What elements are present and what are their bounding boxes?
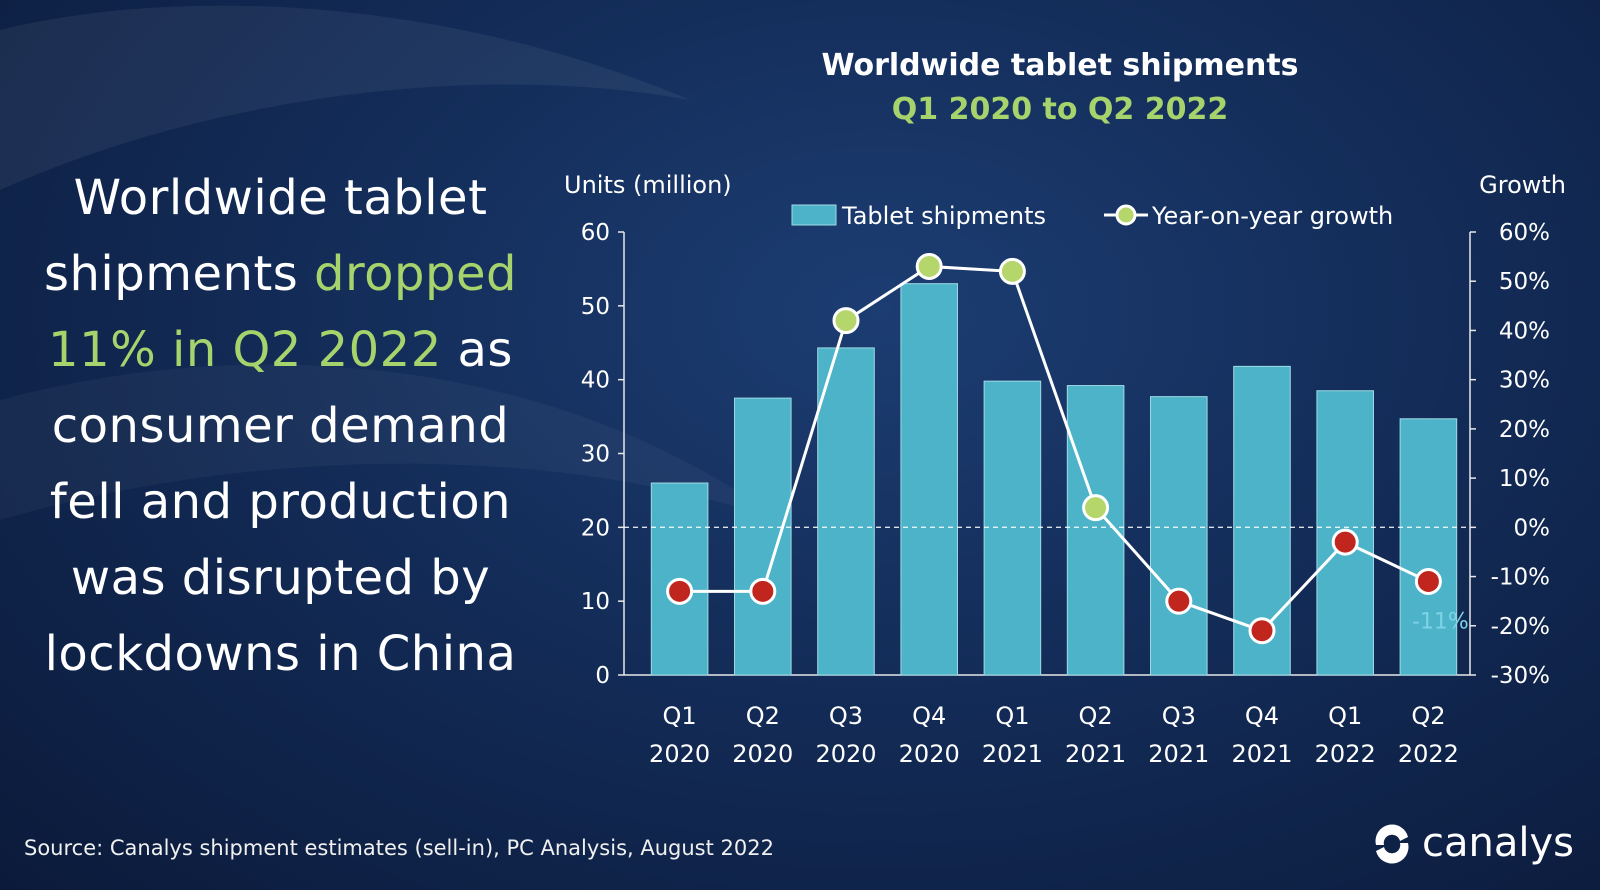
headline: Worldwide tablet shipments dropped 11% i… bbox=[18, 160, 543, 692]
headline-part2: as consumer demand fell and production w… bbox=[44, 322, 517, 682]
right-tick-label: 30% bbox=[1499, 368, 1550, 394]
growth-point bbox=[1414, 567, 1442, 595]
x-tick-label-quarter: Q2 bbox=[746, 702, 780, 730]
source-note: Source: Canalys shipment estimates (sell… bbox=[24, 836, 774, 860]
bar-tablet-shipments bbox=[734, 397, 792, 676]
x-tick-label-year: 2021 bbox=[1065, 740, 1126, 768]
x-tick-label-year: 2020 bbox=[732, 740, 793, 768]
right-tick-label: 40% bbox=[1499, 318, 1550, 344]
legend-swatch-marker bbox=[1115, 204, 1137, 226]
x-tick-label-quarter: Q1 bbox=[995, 702, 1029, 730]
x-tick-label-year: 2022 bbox=[1398, 740, 1459, 768]
x-tick-label-quarter: Q3 bbox=[829, 702, 863, 730]
left-tick-label: 20 bbox=[581, 515, 610, 541]
left-tick-label: 60 bbox=[581, 220, 610, 246]
growth-point bbox=[666, 577, 694, 605]
growth-point bbox=[915, 252, 943, 280]
right-tick-label: 20% bbox=[1499, 417, 1550, 443]
chart-subtitle: Q1 2020 to Q2 2022 bbox=[891, 92, 1229, 127]
x-tick-label-year: 2020 bbox=[899, 740, 960, 768]
x-tick-label-quarter: Q4 bbox=[912, 702, 946, 730]
left-tick-label: 40 bbox=[581, 368, 610, 394]
right-axis-label: Growth bbox=[1479, 171, 1566, 199]
legend-label-bar: Tablet shipments bbox=[841, 202, 1046, 230]
x-tick-label-quarter: Q1 bbox=[663, 702, 697, 730]
x-tick-label-year: 2022 bbox=[1315, 740, 1376, 768]
headline-part1: Worldwide tablet shipments bbox=[44, 170, 488, 302]
bar-tablet-shipments bbox=[1399, 418, 1458, 676]
x-tick-label-year: 2020 bbox=[815, 740, 876, 768]
left-tick-label: 30 bbox=[581, 442, 610, 468]
x-tick-label-quarter: Q1 bbox=[1328, 702, 1362, 730]
growth-point bbox=[1165, 587, 1193, 615]
left-tick-label: 50 bbox=[581, 294, 610, 320]
right-tick-label: -30% bbox=[1491, 663, 1550, 689]
growth-point bbox=[998, 257, 1026, 285]
canalys-logo: canalys bbox=[1370, 820, 1574, 866]
bar-tablet-shipments bbox=[900, 283, 958, 676]
right-tick-label: 50% bbox=[1499, 269, 1550, 295]
growth-point bbox=[1248, 617, 1276, 645]
x-tick-label-quarter: Q3 bbox=[1162, 702, 1196, 730]
right-tick-label: -20% bbox=[1491, 614, 1550, 640]
x-tick-label-year: 2021 bbox=[982, 740, 1043, 768]
headline-highlight: dropped 11% in Q2 2022 bbox=[48, 246, 517, 378]
right-tick-label: 0% bbox=[1514, 515, 1551, 541]
canalys-logo-icon bbox=[1375, 824, 1409, 864]
right-tick-label: 60% bbox=[1499, 220, 1550, 246]
chart-title: Worldwide tablet shipments bbox=[821, 48, 1299, 83]
x-tick-label-quarter: Q4 bbox=[1245, 702, 1279, 730]
x-tick-label-quarter: Q2 bbox=[1079, 702, 1113, 730]
x-tick-label-year: 2021 bbox=[1231, 740, 1292, 768]
right-tick-label: 10% bbox=[1499, 466, 1550, 492]
growth-point bbox=[749, 577, 777, 605]
growth-point bbox=[1082, 494, 1110, 522]
growth-annotation-label: -11% bbox=[1412, 609, 1469, 634]
left-tick-label: 10 bbox=[581, 589, 610, 615]
x-tick-label-quarter: Q2 bbox=[1411, 702, 1445, 730]
bar-tablet-shipments bbox=[817, 347, 875, 676]
growth-point bbox=[832, 307, 860, 335]
growth-point bbox=[1331, 528, 1359, 556]
left-axis-label: Units (million) bbox=[564, 171, 732, 199]
left-tick-label: 0 bbox=[595, 663, 610, 689]
bar-tablet-shipments bbox=[983, 380, 1042, 676]
legend-label-line: Year-on-year growth bbox=[1151, 202, 1393, 230]
bar-tablet-shipments bbox=[1150, 396, 1208, 676]
x-tick-label-year: 2020 bbox=[649, 740, 710, 768]
right-tick-label: -10% bbox=[1491, 565, 1550, 591]
legend-swatch-bar bbox=[791, 204, 837, 226]
logo-text: canalys bbox=[1422, 820, 1574, 866]
x-tick-label-year: 2021 bbox=[1148, 740, 1209, 768]
growth-line bbox=[679, 264, 1430, 633]
